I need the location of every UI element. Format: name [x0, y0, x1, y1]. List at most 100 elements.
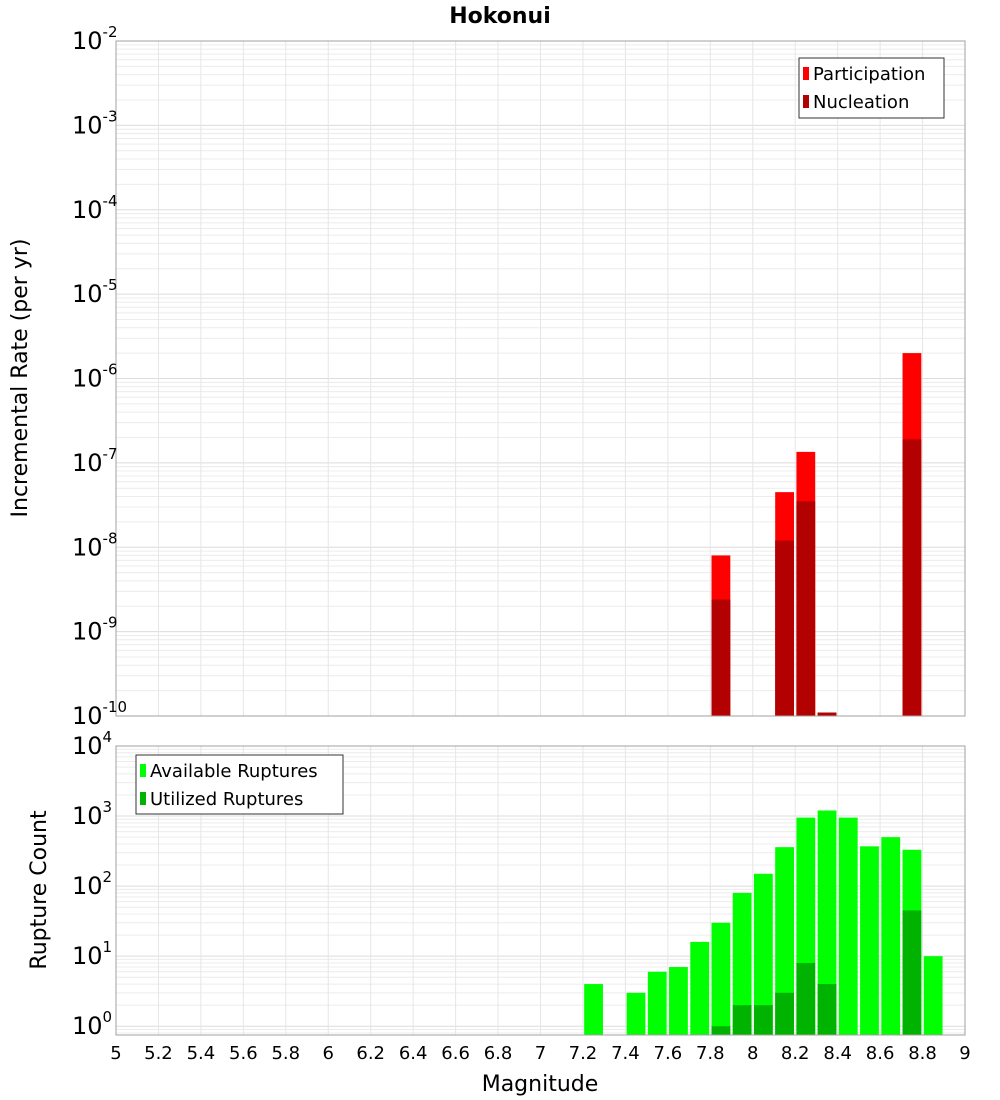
y-tick-exponent: -5: [103, 276, 118, 294]
y-tick-exponent: 4: [103, 728, 113, 746]
legend-label: Utilized Ruptures: [150, 789, 303, 810]
bar: [817, 712, 837, 716]
y-tick-base: 10: [72, 618, 103, 646]
x-tick-label: 8.8: [908, 1043, 937, 1064]
y-tick-label: 10-2: [72, 23, 118, 55]
top-panel: 10-210-310-410-510-610-710-810-910-10Par…: [72, 23, 966, 730]
y-tick-label: 103: [72, 798, 112, 830]
bar: [732, 1005, 752, 1035]
chart-title: Hokonui: [449, 4, 551, 29]
legend-swatch: [803, 95, 809, 108]
y-tick-base: 10: [72, 533, 103, 561]
bar: [838, 817, 858, 1035]
x-tick-labels: 5 5.2 5.4 5.6 5.8 6 6.2 6.4 6.6 6.8 7 7.2 7.4 7.6 7.8 8…: [110, 1043, 970, 1064]
x-tick-label: 5.4: [187, 1043, 216, 1064]
bar: [753, 1005, 773, 1035]
y-tick-exponent: -8: [103, 529, 118, 547]
y-tick-exponent: -7: [103, 445, 118, 463]
y-tick-base: 10: [72, 1012, 103, 1040]
bar: [584, 984, 603, 1035]
bar: [923, 956, 943, 1035]
bar: [817, 810, 837, 1035]
y-tick-base: 10: [72, 196, 103, 224]
bar: [711, 1026, 731, 1035]
x-tick-label: 6.8: [484, 1043, 513, 1064]
x-tick-label: 7: [535, 1043, 546, 1064]
legend: Participation Nucleation: [798, 57, 945, 119]
y-tick-label: 102: [72, 868, 112, 900]
x-tick-label: 6: [323, 1043, 334, 1064]
grid-lines: [115, 40, 966, 717]
x-tick-label: 6.4: [399, 1043, 428, 1064]
series-utilized-ruptures: [711, 910, 922, 1035]
y-tick-label: 101: [72, 938, 112, 970]
x-tick-label: 8: [747, 1043, 758, 1064]
bar: [732, 892, 752, 1035]
bar: [902, 439, 922, 716]
bar: [753, 873, 773, 1035]
series-available-ruptures: [584, 810, 943, 1035]
x-tick-label: 8.6: [866, 1043, 895, 1064]
bar: [817, 984, 837, 1035]
x-tick-label: 6.2: [356, 1043, 385, 1064]
y-tick-labels: 10-210-310-410-510-610-710-810-910-10: [72, 23, 127, 730]
bar: [647, 971, 667, 1035]
y-tick-exponent: -9: [103, 614, 118, 632]
y-tick-exponent: 1: [103, 938, 113, 956]
bar: [711, 599, 731, 716]
y-tick-base: 10: [72, 365, 103, 393]
y-tick-label: 100: [72, 1008, 112, 1040]
x-tick-label: 7.4: [611, 1043, 640, 1064]
bar: [796, 501, 816, 716]
legend-swatch: [140, 764, 146, 777]
bar: [860, 846, 879, 1035]
bar: [626, 992, 646, 1035]
x-tick-label: 5: [110, 1043, 121, 1064]
x-tick-label: 7.2: [569, 1043, 598, 1064]
legend-swatch: [803, 67, 809, 80]
top-y-axis-label: Incremental Rate (per yr): [8, 239, 33, 518]
y-tick-base: 10: [72, 942, 103, 970]
plot-frame: [115, 745, 966, 1036]
legend-label: Available Ruptures: [150, 761, 318, 782]
y-tick-label: 10-3: [72, 107, 118, 139]
x-tick-label: 8.4: [823, 1043, 852, 1064]
y-tick-exponent: -3: [103, 107, 118, 125]
y-tick-label: 10-6: [72, 361, 118, 393]
x-tick-label: 5.8: [271, 1043, 300, 1064]
bar: [881, 837, 901, 1035]
legend-swatch: [140, 792, 146, 805]
bottom-y-axis-label: Rupture Count: [27, 810, 52, 970]
y-tick-base: 10: [72, 280, 103, 308]
legend-label: Nucleation: [813, 92, 909, 113]
y-tick-label: 10-4: [72, 192, 118, 224]
series-nucleation: [711, 439, 922, 716]
bar: [775, 540, 794, 716]
y-tick-exponent: 0: [103, 1008, 113, 1026]
x-tick-label: 8.2: [781, 1043, 810, 1064]
x-tick-label: 7.6: [654, 1043, 683, 1064]
x-tick-label: 6.6: [441, 1043, 470, 1064]
y-tick-exponent: -6: [103, 361, 118, 379]
x-axis-label: Magnitude: [482, 1072, 599, 1097]
legend-label: Participation: [813, 64, 925, 85]
bar: [902, 910, 922, 1035]
y-tick-base: 10: [72, 802, 103, 830]
y-tick-label: 104: [72, 728, 112, 760]
x-tick-label: 9: [959, 1043, 970, 1064]
y-tick-label: 10-5: [72, 276, 118, 308]
y-tick-label: 10-8: [72, 529, 118, 561]
legend-box: [798, 57, 945, 119]
plot-frame: [115, 40, 966, 717]
y-tick-base: 10: [72, 111, 103, 139]
y-tick-base: 10: [72, 449, 103, 477]
y-tick-exponent: 3: [103, 798, 113, 816]
y-tick-exponent: -4: [103, 192, 118, 210]
y-tick-base: 10: [72, 872, 103, 900]
bar: [669, 967, 688, 1035]
x-tick-label: 7.8: [696, 1043, 725, 1064]
y-tick-base: 10: [72, 27, 103, 55]
